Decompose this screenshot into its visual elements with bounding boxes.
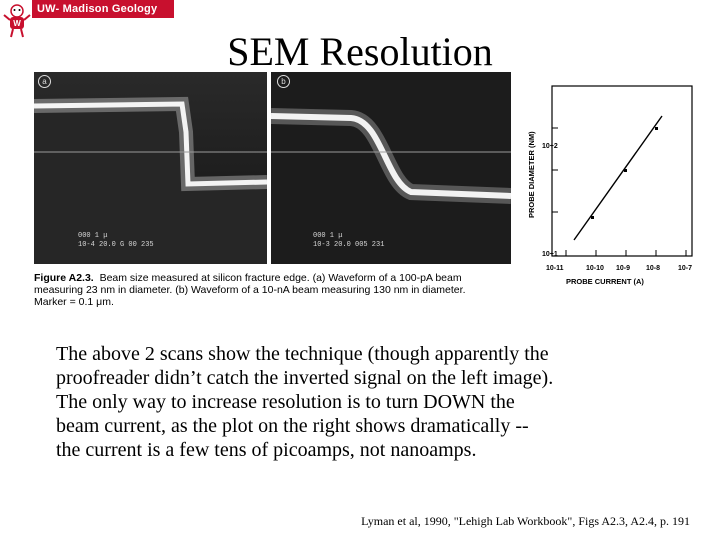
plot-point [624,169,627,172]
plot-y-tick-label: 10+1 [542,251,558,258]
plot-x-tick-label: 10-10 [586,265,604,272]
scan-a-tag: a [38,75,51,88]
logo: W UW- Madison Geology 777 [0,0,176,40]
scan-b-caption: 000 1 μ 10-3 20.0 005 231 [313,232,385,249]
plot-frame [551,85,693,257]
citation: Lyman et al, 1990, "Lehigh Lab Workbook"… [361,514,690,528]
plot-x-tick-label: 10-8 [646,265,660,272]
figure-caption-line-2: measuring 23 nm in diameter. (b) Wavefor… [34,284,466,296]
sem-scan-b-image: b 000 1 μ 10-3 20.0 005 231 [271,72,511,264]
body-line: proofreader didn’t catch the inverted si… [56,367,554,389]
slide-title: SEM Resolution [227,29,493,74]
logo-banner-text: UW- Madison Geology 777 [32,0,174,33]
body-line: The above 2 scans show the technique (th… [56,343,549,365]
scan-a-caption: 000 1 μ 10-4 20.0 G 00 235 [78,232,154,249]
body-line: The only way to increase resolution is t… [56,391,515,413]
body-line: the current is a few tens of picoamps, n… [56,439,477,461]
plot-point [655,127,658,130]
scan-a-waveform [34,72,267,264]
plot-points [591,127,658,219]
figure-caption-line-1: Figure A2.3. Beam size measured at silic… [34,272,514,284]
body-line: beam current, as the plot on the right s… [56,415,529,437]
figure-caption-text-1: Beam size measured at silicon fracture e… [99,272,462,284]
plot-trend-line [573,115,663,241]
plot-tick-marks [552,127,687,256]
figure-caption: Figure A2.3. Beam size measured at silic… [34,272,514,308]
body-paragraph: The above 2 scans show the technique (th… [56,342,676,462]
plot-y-tick-label: 10+2 [542,143,558,150]
svg-text:W: W [13,19,21,28]
plot-x-tick-label: 10-9 [616,265,630,272]
sem-scan-a-image: a 000 1 μ 10-4 20.0 G 00 235 [34,72,267,264]
plot-x-axis-label: PROBE CURRENT (A) [566,277,644,286]
badger-mascot-icon: W [3,4,31,38]
plot-x-tick-label: 10-11 [546,265,564,272]
plot-point [591,216,594,219]
plot-y-axis-label: PROBE DIAMETER (NM) [527,131,536,218]
plot-x-tick-label: 10-7 [678,265,692,272]
figure-caption-line-3: Marker = 0.1 μm. [34,296,114,308]
probe-diameter-plot: PROBE DIAMETER (NM) 10+2 10+1 10-11 10-1… [527,85,693,286]
figure-caption-label: Figure A2.3. [34,272,94,284]
scan-b-waveform [271,72,511,264]
scan-b-tag: b [277,75,290,88]
